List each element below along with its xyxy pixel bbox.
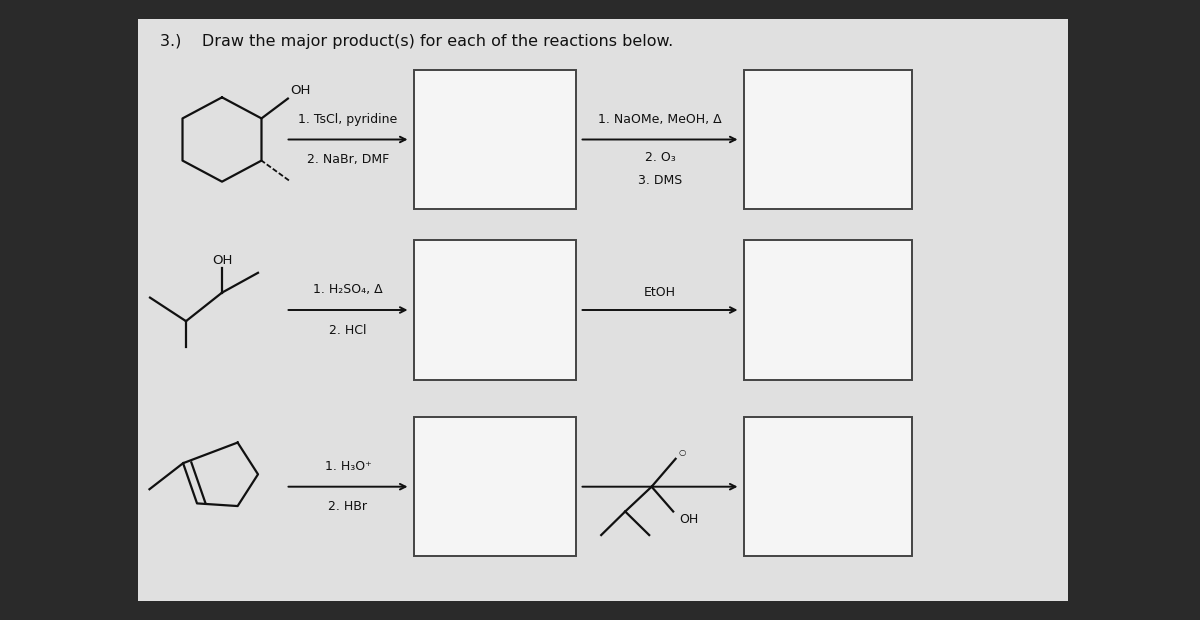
Text: ○: ○ xyxy=(678,448,685,457)
Text: 1. H₂SO₄, Δ: 1. H₂SO₄, Δ xyxy=(313,283,383,296)
Text: 2. HBr: 2. HBr xyxy=(329,500,367,513)
FancyBboxPatch shape xyxy=(744,240,912,379)
Text: 3.)    Draw the major product(s) for each of the reactions below.: 3.) Draw the major product(s) for each o… xyxy=(160,34,673,49)
Text: OH: OH xyxy=(212,254,232,267)
Text: 2. NaBr, DMF: 2. NaBr, DMF xyxy=(307,153,389,166)
FancyBboxPatch shape xyxy=(744,417,912,557)
Text: 3. DMS: 3. DMS xyxy=(638,174,682,187)
FancyBboxPatch shape xyxy=(414,70,576,210)
Text: OH: OH xyxy=(679,513,698,526)
Text: 2. O₃: 2. O₃ xyxy=(644,151,676,164)
FancyBboxPatch shape xyxy=(414,240,576,379)
Text: 2. HCl: 2. HCl xyxy=(329,324,367,337)
Text: 1. NaOMe, MeOH, Δ: 1. NaOMe, MeOH, Δ xyxy=(598,113,722,126)
FancyBboxPatch shape xyxy=(744,70,912,210)
Text: OH: OH xyxy=(290,84,311,97)
Text: EtOH: EtOH xyxy=(644,286,676,299)
FancyBboxPatch shape xyxy=(138,19,1068,601)
Text: 1. H₃O⁺: 1. H₃O⁺ xyxy=(325,460,371,473)
Text: 1. TsCl, pyridine: 1. TsCl, pyridine xyxy=(299,113,397,126)
FancyBboxPatch shape xyxy=(414,417,576,557)
